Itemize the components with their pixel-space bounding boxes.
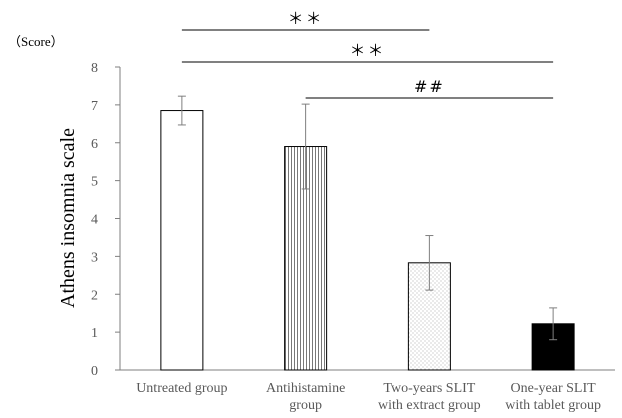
y-tick-label: 7 <box>91 99 98 114</box>
y-tick-label: 2 <box>91 288 98 303</box>
significance-label: ＊＊ <box>288 9 324 28</box>
y-tick-label: 6 <box>91 137 98 152</box>
x-tick-label: Two-years SLIT <box>383 381 475 396</box>
significance-markers: ＊＊ ＊＊ ## <box>181 9 554 99</box>
y-tick-label: 4 <box>91 213 98 228</box>
x-tick-label: One-year SLIT <box>511 381 597 396</box>
significance-label: ## <box>414 77 445 96</box>
y-axis-title: Athens insomnia scale <box>57 128 79 308</box>
y-axis-unit-label: （Score） <box>8 34 64 49</box>
y-tick-label: 0 <box>91 364 98 379</box>
bar <box>160 110 204 371</box>
y-tick-label: 1 <box>91 326 98 341</box>
x-tick-label: with tablet group <box>505 398 601 413</box>
x-tick-label: Untreated group <box>136 381 227 396</box>
x-tick-label: with extract group <box>378 398 481 413</box>
x-tick-label: group <box>289 398 322 413</box>
axis-labels: （Score） Athens insomnia scale <box>8 34 79 308</box>
y-tick-label: 3 <box>91 250 98 265</box>
bars: Untreated group Antihistamine group Two-yea… <box>136 95 601 413</box>
x-tick-label: Antihistamine <box>266 381 345 396</box>
y-tick-label: 5 <box>91 175 98 190</box>
y-tick-label: 8 <box>91 61 98 76</box>
significance-label: ＊＊ <box>349 41 385 60</box>
